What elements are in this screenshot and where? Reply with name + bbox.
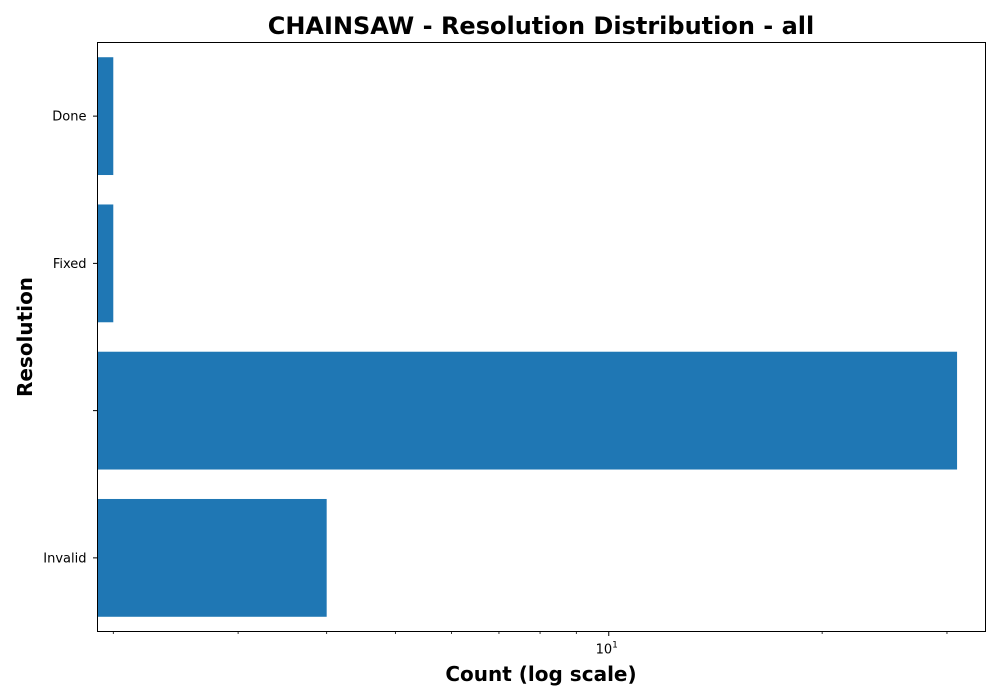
y-tick-label: Invalid	[43, 551, 86, 566]
x-ticks-group: 101	[112, 631, 948, 658]
bar-blank	[97, 351, 958, 470]
x-tick-label: 101	[596, 641, 618, 658]
y-tick-label: Fixed	[53, 257, 87, 272]
bar-fixed	[97, 204, 114, 323]
y-tick-label: Done	[52, 110, 86, 125]
y-axis-label: Resolution	[13, 277, 37, 397]
chart-title: CHAINSAW - Resolution Distribution - all	[268, 12, 815, 40]
x-axis-label: Count (log scale)	[445, 662, 636, 686]
y-ticks-group: Done Fixed Invalid	[43, 110, 98, 566]
bar-invalid	[97, 498, 327, 617]
bar-done	[97, 57, 114, 176]
bars-group	[97, 57, 958, 617]
plot-frame	[97, 42, 986, 632]
